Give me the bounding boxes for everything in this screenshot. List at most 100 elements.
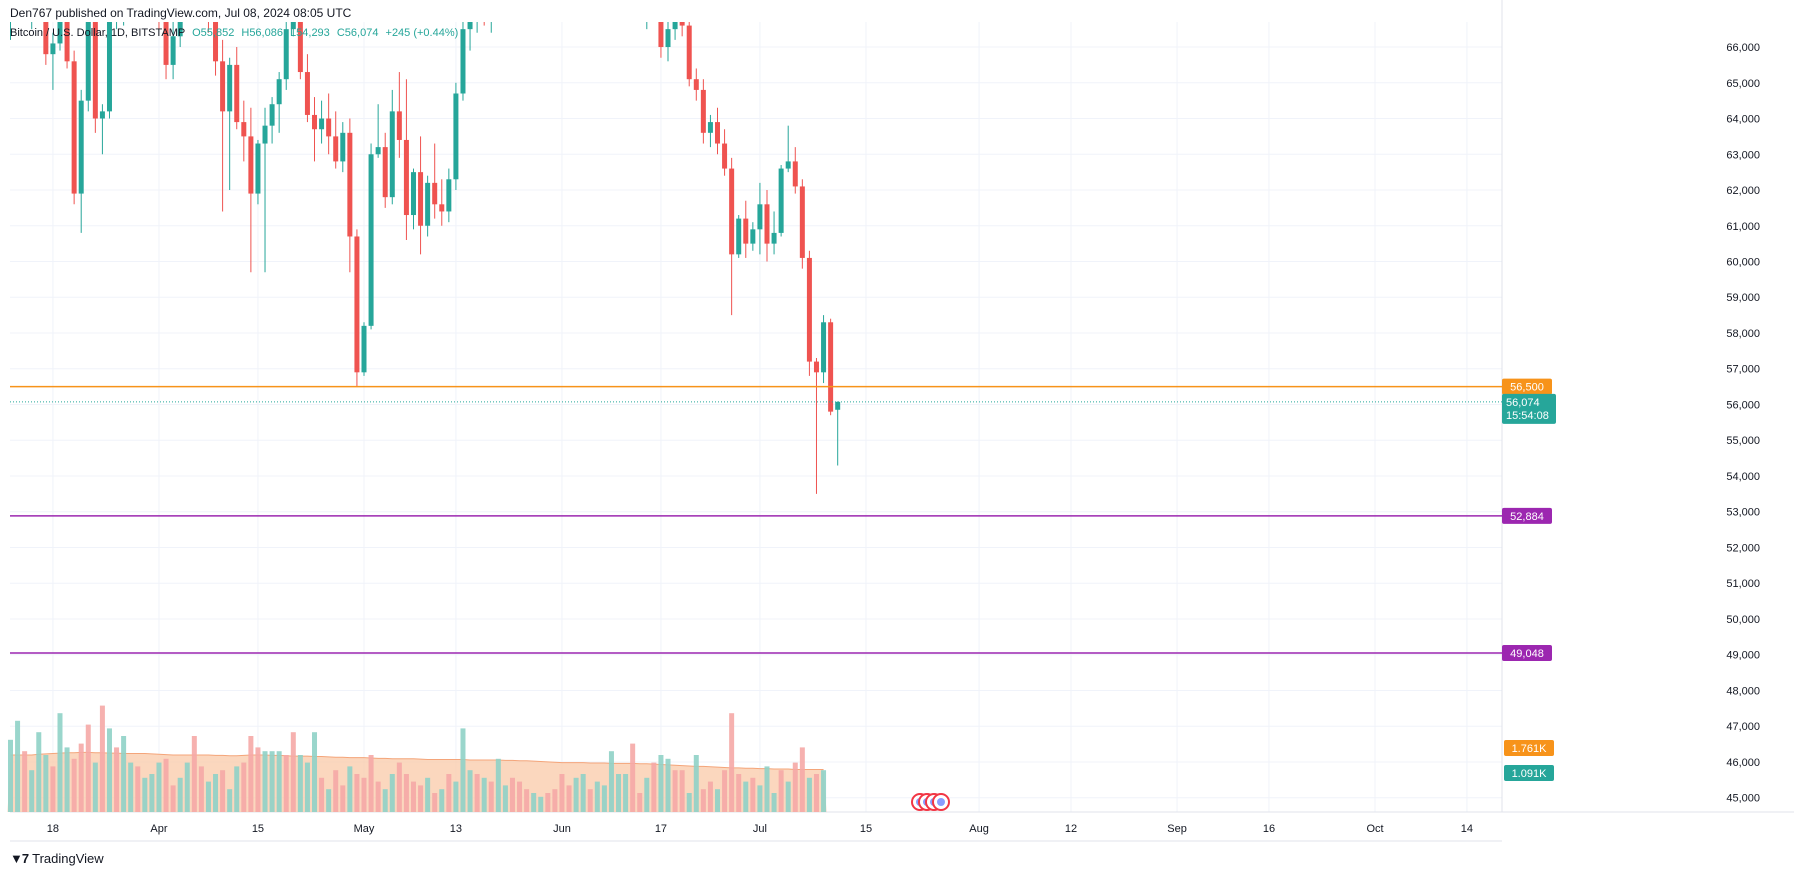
price-tick-label: 47,000	[1726, 721, 1760, 733]
candles	[10, 0, 841, 494]
volume-label: 1.091K	[1512, 768, 1548, 780]
price-tick-label: 64,000	[1726, 114, 1760, 126]
grid	[10, 0, 1794, 842]
volume-label-bg	[1504, 765, 1554, 781]
volume-bar	[347, 766, 353, 812]
candle-body	[736, 218, 742, 255]
volume-bar	[198, 766, 204, 812]
volume-bar	[29, 770, 35, 812]
volume-bar	[368, 755, 374, 812]
candle-body	[425, 182, 431, 226]
volume-bar	[686, 793, 692, 812]
candle-body	[368, 154, 374, 326]
volume-bar	[64, 747, 70, 812]
time-tick-label: 12	[1065, 823, 1077, 835]
candle-body	[474, 22, 480, 23]
candle-body	[828, 322, 834, 412]
time-tick-label: 15	[860, 823, 872, 835]
price-tick-label: 62,000	[1726, 185, 1760, 197]
candle-body	[792, 161, 798, 187]
candle-body	[290, 22, 296, 30]
volume-bar	[672, 770, 678, 812]
volume-bar	[382, 789, 388, 812]
volume-bar	[531, 793, 537, 812]
volume-bar	[439, 789, 445, 812]
price-tick-label: 54,000	[1726, 471, 1760, 483]
candle-body	[319, 118, 325, 130]
candle-body	[743, 218, 749, 244]
candle-body	[276, 79, 282, 105]
candle-body	[729, 168, 735, 255]
candle-body	[248, 136, 254, 194]
legend-low: L54,293	[290, 27, 330, 39]
volume-bar	[502, 785, 508, 812]
candle-body	[283, 29, 289, 80]
candle-body	[92, 22, 98, 119]
tradingview-logo[interactable]: ▼7 TradingView	[10, 851, 104, 866]
volume-ma-line	[10, 751, 824, 770]
candle-body	[637, 0, 642, 4]
legend-line: Bitcoin / U.S. Dollar, 1D, BITSTAMP O55,…	[10, 27, 458, 39]
time-axis: 18 Apr 15 May 13 Jun 17 Jul 15 Aug 12 Sep 16 Oct 14	[47, 823, 1473, 835]
volume-bar	[623, 774, 629, 812]
time-tick-label: 16	[1263, 823, 1275, 835]
candle-body	[693, 79, 699, 90]
volume-bar	[665, 758, 671, 812]
symbol-label[interactable]: Bitcoin / U.S. Dollar, 1D, BITSTAMP	[10, 27, 186, 39]
candle-body	[686, 25, 692, 80]
candle-body	[460, 29, 466, 94]
level-label-bg	[1502, 378, 1552, 395]
candle-body	[396, 111, 402, 140]
volume-bar	[375, 781, 381, 812]
candle-body	[234, 64, 240, 123]
legend-high: H56,086	[241, 27, 283, 39]
volume-bar	[220, 770, 226, 812]
volume-bar	[453, 781, 459, 812]
time-tick-label: Jul	[753, 823, 767, 835]
candle-body	[99, 111, 105, 119]
time-tick-label: 13	[450, 823, 462, 835]
candle-body	[750, 229, 756, 244]
volume-bar	[106, 728, 112, 812]
candle-body	[389, 111, 395, 198]
published-line: Den767 published on TradingView.com, Jul…	[10, 6, 352, 20]
volume-bar	[658, 755, 664, 812]
volume-bar	[135, 766, 141, 812]
volume-bar	[149, 774, 155, 812]
volume-bar	[312, 732, 318, 812]
candle-body	[185, 0, 190, 4]
volume-bar	[693, 755, 699, 812]
volume-bar	[736, 774, 742, 812]
volume-bar	[340, 785, 346, 812]
volume-bar	[587, 789, 593, 812]
volume-bar	[799, 747, 805, 812]
volume-bar	[425, 777, 431, 812]
volume-bar	[715, 789, 720, 812]
volume-bar	[99, 705, 105, 812]
candle-body	[106, 22, 112, 112]
volume-bar	[269, 751, 275, 812]
legend-close: C56,074	[336, 27, 379, 39]
volume-bar	[184, 762, 190, 812]
candle-body	[361, 325, 367, 373]
volume-bar	[92, 762, 98, 812]
price-tick-label: 63,000	[1726, 149, 1760, 161]
volume-bar	[43, 755, 49, 812]
volume-bar	[283, 755, 289, 812]
last-price-label-bg	[1502, 393, 1556, 424]
candle-body	[835, 401, 841, 410]
volume-bar	[170, 785, 176, 812]
price-tick-label: 55,000	[1726, 435, 1760, 447]
volume-bar	[806, 777, 812, 812]
candle-body	[785, 161, 791, 169]
volume-bar	[509, 777, 515, 812]
volume-bar	[262, 751, 268, 812]
candle-body	[813, 361, 819, 373]
volume-bar	[601, 785, 607, 812]
candle-body	[806, 257, 812, 362]
time-tick-label: May	[354, 823, 375, 835]
volume-bar	[319, 777, 325, 812]
volume-bar	[290, 732, 296, 812]
candle-body	[382, 147, 388, 198]
